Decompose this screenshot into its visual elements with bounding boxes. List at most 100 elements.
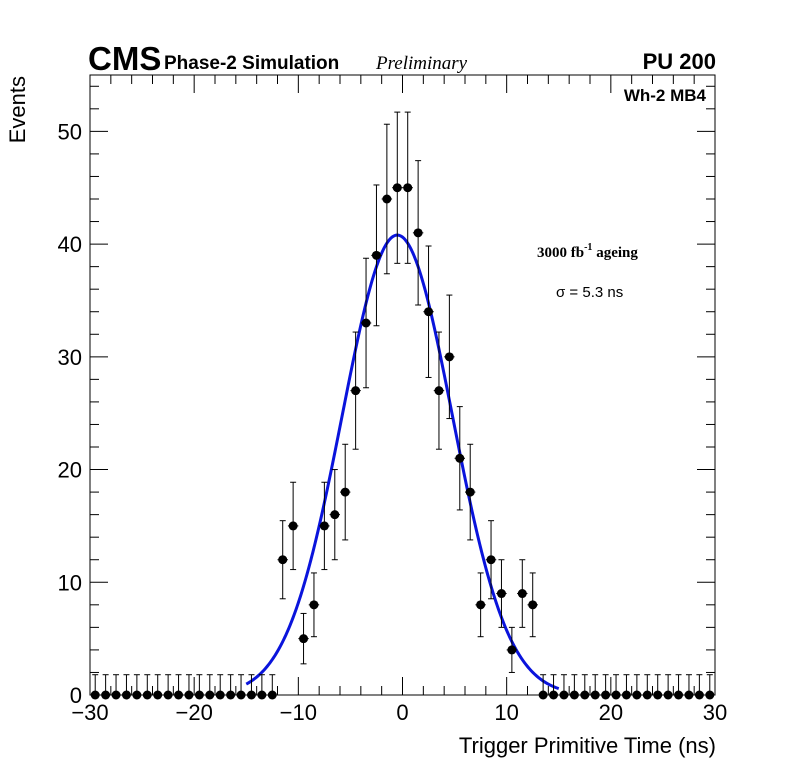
data-point [256, 674, 268, 700]
data-point [444, 294, 455, 420]
data-point [131, 674, 143, 700]
marker [684, 690, 694, 700]
data-point [537, 674, 549, 700]
marker [476, 600, 486, 610]
x-tick-label: −30 [71, 700, 108, 725]
marker [340, 487, 350, 497]
marker [694, 690, 704, 700]
sigma-label: σ = 5.3 ns [556, 284, 623, 301]
marker [101, 690, 111, 700]
marker [434, 386, 444, 396]
data-point [90, 674, 101, 700]
data-point [121, 674, 132, 700]
data-point [173, 674, 184, 700]
x-tick-label: 30 [703, 700, 727, 725]
data-point [475, 572, 486, 638]
data-point [631, 674, 643, 700]
marker [153, 690, 163, 700]
data-point [621, 674, 632, 700]
axis-ticks [89, 75, 716, 696]
marker [267, 690, 277, 700]
y-tick-label: 50 [58, 119, 82, 144]
data-point [465, 443, 476, 541]
gaussian-fit-line [245, 233, 560, 691]
data-point [360, 257, 372, 389]
data-point [329, 469, 340, 561]
data-point [371, 184, 382, 327]
cms-label: CMS [88, 40, 161, 77]
y-axis-title: Events [5, 76, 30, 143]
data-point [610, 674, 622, 700]
marker [590, 690, 600, 700]
data-point [215, 674, 226, 700]
data-point [642, 674, 653, 700]
marker [705, 690, 715, 700]
y-tick-label: 20 [58, 458, 82, 483]
marker [496, 589, 506, 599]
data-point [454, 406, 465, 511]
marker [132, 690, 142, 700]
data-point [590, 674, 601, 700]
data-point [579, 674, 590, 700]
marker [111, 690, 121, 700]
marker [382, 194, 392, 204]
pileup-label: PU 200 [643, 49, 716, 74]
marker [424, 307, 434, 317]
marker [455, 453, 465, 463]
marker [663, 690, 673, 700]
marker [528, 600, 538, 610]
marker [174, 690, 184, 700]
data-point [558, 674, 570, 700]
marker [538, 690, 548, 700]
marker [569, 690, 579, 700]
marker [559, 690, 569, 700]
marker [621, 690, 631, 700]
x-axis-title: Trigger Primitive Time (ns) [459, 733, 716, 758]
marker [580, 690, 590, 700]
marker [632, 690, 642, 700]
plot-frame [89, 74, 716, 696]
data-point [142, 674, 153, 700]
y-tick-label: 40 [58, 232, 82, 257]
data-point [267, 674, 278, 700]
y-tick-label: 30 [58, 345, 82, 370]
chamber-label: Wh-2 MB4 [624, 86, 707, 105]
data-point [548, 674, 559, 700]
marker [653, 690, 663, 700]
data-point [683, 674, 695, 700]
marker [299, 634, 309, 644]
preliminary-label: Preliminary [375, 53, 468, 74]
marker [601, 690, 611, 700]
marker [361, 318, 371, 328]
data-point [235, 674, 247, 700]
data-point [162, 674, 174, 700]
marker [403, 183, 413, 193]
marker [642, 690, 652, 700]
data-point [517, 559, 528, 628]
data-point [402, 111, 413, 264]
data-point [569, 674, 580, 700]
ageing-label: 3000 fb-1 ageing [537, 242, 638, 261]
marker [392, 183, 402, 193]
ageing-suffix: ageing [592, 245, 638, 261]
data-point [704, 674, 715, 700]
marker [611, 690, 621, 700]
data-point [340, 443, 351, 541]
marker [517, 589, 527, 599]
x-tick-label: −20 [176, 700, 213, 725]
data-point [423, 245, 434, 378]
marker [226, 690, 236, 700]
ageing-value: 3000 fb [537, 245, 584, 261]
marker [351, 386, 361, 396]
marker [371, 250, 381, 260]
marker [288, 521, 298, 531]
marker [142, 690, 152, 700]
data-point [392, 111, 403, 264]
data-point [110, 674, 122, 700]
data-point [381, 123, 393, 275]
marker [257, 690, 267, 700]
marker [674, 690, 684, 700]
data-point [100, 674, 111, 700]
data-point [204, 674, 215, 700]
data-point [496, 559, 507, 628]
